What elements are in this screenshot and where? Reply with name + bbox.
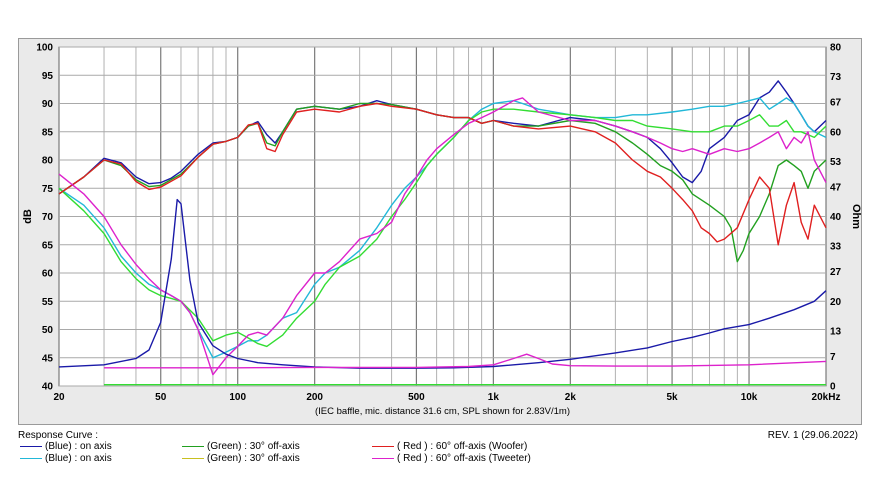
legend-swatch [182, 445, 204, 447]
x-tick-label: 20kHz [812, 392, 841, 403]
legend-item: (Green) : 30° off-axis [182, 452, 300, 464]
y2-axis-label: Ohm [850, 204, 862, 229]
legend-swatch [20, 445, 42, 447]
legend-item: ( Red ) : 60° off-axis (Woofer) [372, 440, 527, 452]
y-tick-label: 55 [42, 297, 54, 308]
y-tick-label: 50 [42, 325, 54, 336]
series-line [58, 108, 827, 348]
y-tick-label: 40 [42, 382, 54, 393]
y-tick-label: 80 [42, 156, 54, 167]
y2-tick-label: 40 [830, 212, 842, 223]
x-tick-label: 20 [53, 392, 65, 403]
legend-label: ( Red ) : 60° off-axis (Tweeter) [397, 452, 531, 464]
y-tick-label: 65 [42, 240, 54, 251]
legend-label: (Blue) : on axis [45, 440, 112, 452]
x-tick-label: 50 [155, 392, 167, 403]
legend-item: (Blue) : on axis [20, 440, 112, 452]
y2-tick-label: 73 [830, 72, 842, 83]
y-tick-label: 45 [42, 353, 54, 364]
y-tick-label: 70 [42, 212, 54, 223]
legend-label: (Green) : 30° off-axis [207, 452, 300, 464]
legend-item: (Green) : 30° off-axis [182, 440, 300, 452]
y2-tick-label: 13 [830, 326, 842, 337]
y-tick-label: 75 [42, 184, 54, 195]
x-tick-label: 5k [667, 392, 679, 403]
x-tick-label: 500 [408, 392, 425, 403]
series-line [58, 102, 827, 246]
legend-swatch [20, 457, 42, 459]
y2-tick-label: 33 [830, 242, 842, 253]
y-tick-label: 100 [36, 43, 53, 54]
y2-tick-label: 7 [830, 352, 836, 363]
y-tick-label: 60 [42, 269, 54, 280]
legend-label: ( Red ) : 60° off-axis (Woofer) [397, 440, 528, 452]
legend-label: (Green) : 30° off-axis [207, 440, 300, 452]
y2-tick-label: 80 [830, 43, 842, 54]
legend-swatch [372, 457, 394, 459]
y2-tick-label: 0 [830, 382, 836, 393]
series-line [58, 198, 827, 369]
chart-frame: 40 45 50 55 60 65 70 75 80 85 90 95 100 0 7 13 20 27 33 40 4… [18, 38, 862, 425]
y2-tick-label: 27 [830, 267, 842, 278]
y-axis-label: dB [22, 209, 34, 224]
revision-label: REV. 1 (29.06.2022) [767, 430, 858, 441]
legend-title: Response Curve : [18, 430, 99, 441]
frequency-response-chart: 40 45 50 55 60 65 70 75 80 85 90 95 100 0 7 13 20 27 33 40 4… [22, 43, 862, 418]
legend-item: (Blue) : on axis [20, 452, 112, 464]
x-tick-label: 2k [565, 392, 577, 403]
x-tick-label: 10k [741, 392, 758, 403]
y2-tick-label: 60 [830, 127, 842, 138]
legend-swatch [372, 445, 394, 447]
y2-tick-label: 20 [830, 297, 842, 308]
x-tick-label: 100 [229, 392, 246, 403]
y-tick-label: 85 [42, 127, 54, 138]
legend-swatch [182, 457, 204, 459]
series-line [58, 97, 827, 376]
legend-item: ( Red ) : 60° off-axis (Tweeter) [372, 452, 531, 464]
y2-tick-label: 67 [830, 98, 842, 109]
y2-tick-label: 47 [830, 182, 842, 193]
y-tick-label: 95 [42, 71, 54, 82]
y-tick-label: 90 [42, 99, 54, 110]
chart-caption: (IEC baffle, mic. distance 31.6 cm, SPL … [315, 406, 570, 417]
x-tick-label: 200 [306, 392, 323, 403]
x-tick-label: 1k [488, 392, 500, 403]
y2-tick-label: 53 [830, 157, 842, 168]
legend-label: (Blue) : on axis [45, 452, 112, 464]
legend: Response Curve : REV. 1 (29.06.2022) (Bl… [18, 430, 862, 496]
series-line [104, 353, 827, 369]
